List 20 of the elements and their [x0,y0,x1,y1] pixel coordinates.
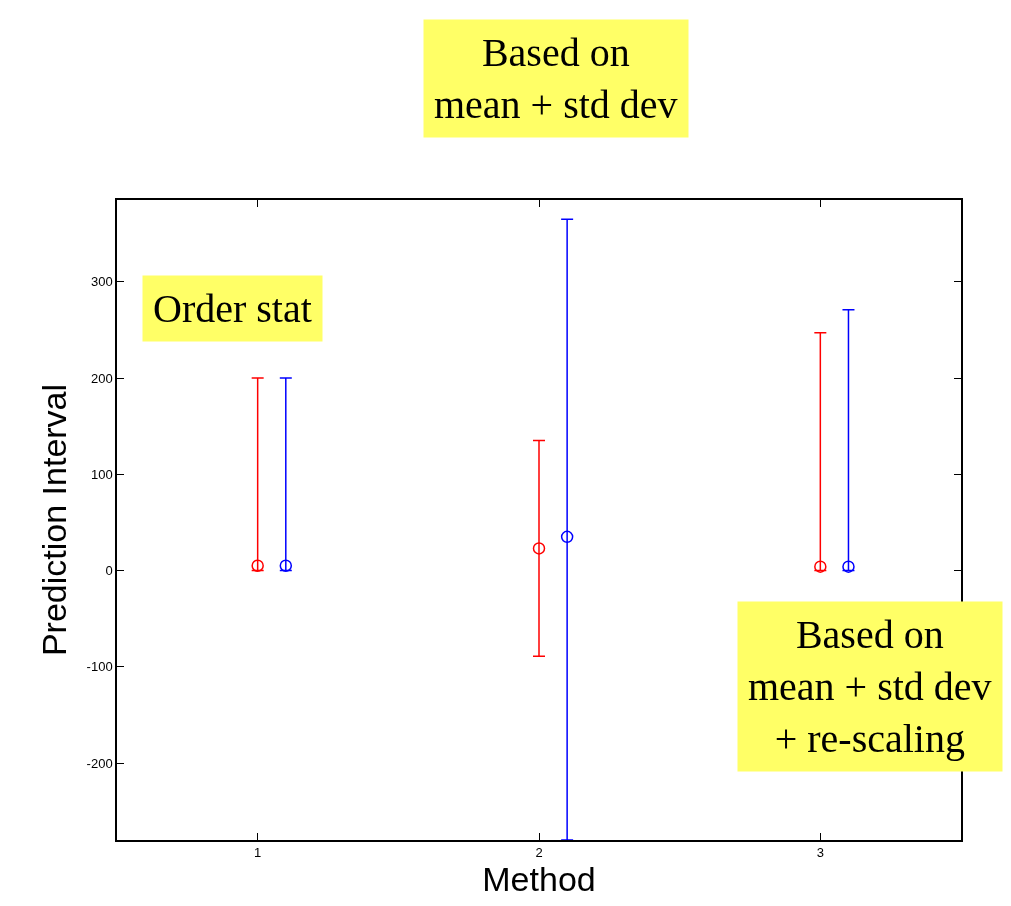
x-tick-label: 3 [816,845,824,861]
y-tick-label: -100 [86,659,113,675]
point [842,560,855,573]
x-tick-label: 2 [535,845,543,861]
point [251,559,264,572]
y-tick-label: 0 [105,563,113,579]
point [560,530,574,544]
y-tick-label: -200 [86,755,113,771]
point [532,542,546,555]
y-tick-label: 300 [90,274,113,290]
y-tick-label: 200 [90,370,113,386]
x-tick-label: 1 [254,845,262,861]
point [279,559,293,572]
annotation: Based on mean + std dev + re-scaling [748,612,992,761]
x-axis-title: Method [482,860,596,899]
text: Based on mean + std dev [434,30,678,127]
y-axis-title: Prediction Interval [34,383,73,657]
annotation: Order stat [153,286,312,331]
point [814,560,827,573]
y-tick-label: 100 [90,466,113,482]
